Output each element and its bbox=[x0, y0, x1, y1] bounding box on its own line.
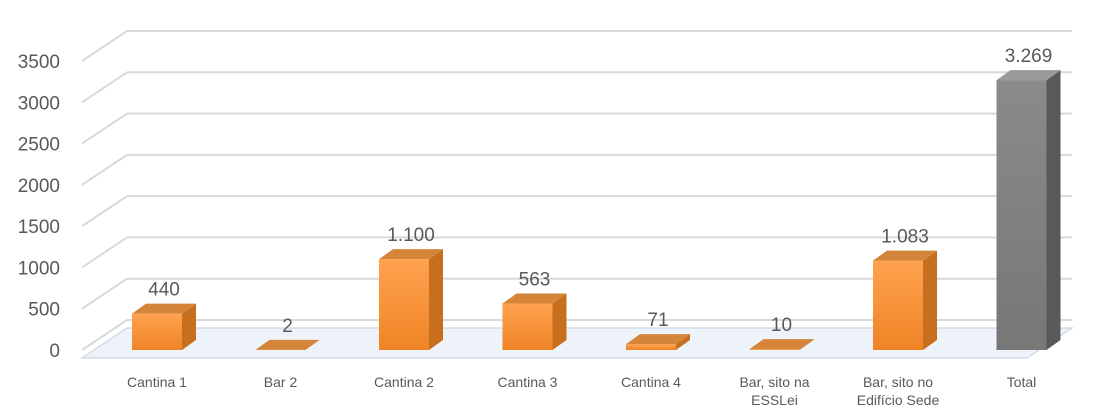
y-tick-label: 1000 bbox=[18, 258, 60, 279]
x-category-label: Bar, sito na ESSLei bbox=[739, 374, 809, 408]
bar-top bbox=[379, 249, 443, 260]
x-category-label: Cantina 4 bbox=[621, 374, 681, 390]
bar-top bbox=[873, 250, 937, 261]
data-label: 10 bbox=[771, 315, 792, 336]
gridline-wall bbox=[81, 112, 128, 145]
bar-side bbox=[1046, 70, 1061, 350]
bar-side bbox=[305, 339, 320, 350]
bar-side bbox=[429, 249, 443, 350]
gridline-wall bbox=[81, 195, 128, 227]
bar-side bbox=[552, 293, 567, 350]
data-label: 2 bbox=[282, 316, 293, 337]
floor-plane bbox=[80, 327, 1074, 359]
x-category-label: Cantina 2 bbox=[374, 374, 434, 390]
bar-front bbox=[626, 344, 676, 350]
x-category-label: Cantina 3 bbox=[498, 374, 558, 390]
bar-top bbox=[132, 303, 196, 314]
bar-side bbox=[676, 334, 690, 350]
gridline-wall bbox=[81, 71, 128, 104]
gridline-wall bbox=[81, 154, 128, 186]
x-axis-categories: Cantina 1 Bar 2 Cantina 2 Cantina 3 Cantina … bbox=[127, 374, 1036, 408]
gridline-wall bbox=[81, 277, 128, 310]
bar bbox=[379, 249, 443, 350]
y-tick-label: 500 bbox=[28, 300, 60, 321]
bar-side bbox=[799, 339, 814, 350]
data-label: 71 bbox=[647, 310, 668, 331]
y-tick-label: 3500 bbox=[18, 52, 60, 73]
bar bbox=[626, 334, 690, 350]
bar bbox=[873, 250, 937, 350]
bar bbox=[255, 339, 320, 350]
bar-top bbox=[502, 293, 567, 304]
x-category-label: Total bbox=[1007, 374, 1037, 390]
x-category-label: Bar 2 bbox=[264, 374, 298, 390]
y-tick-label: 1500 bbox=[18, 217, 60, 238]
bar-front bbox=[502, 303, 553, 350]
y-tick-label: 3000 bbox=[18, 93, 60, 114]
y-tick-label: 2500 bbox=[18, 135, 60, 156]
bars bbox=[132, 70, 1061, 350]
bar-top bbox=[996, 70, 1061, 81]
bar-front bbox=[996, 80, 1047, 350]
bar-side bbox=[923, 250, 937, 350]
bar-front bbox=[379, 259, 429, 350]
data-label: 440 bbox=[148, 280, 180, 301]
bar-top bbox=[626, 334, 690, 345]
gridline-wall bbox=[81, 319, 128, 351]
y-axis-ticks: 0 500 1000 1500 2000 2500 3000 3500 bbox=[18, 52, 60, 362]
data-labels: 440 2 1.100 563 71 10 1.083 3.269 bbox=[148, 46, 1052, 337]
data-label: 1.100 bbox=[387, 225, 435, 246]
data-label: 563 bbox=[519, 270, 551, 291]
gridline-wall bbox=[81, 236, 128, 269]
bar bbox=[502, 293, 567, 350]
gridline-wall bbox=[81, 30, 128, 62]
bar bbox=[749, 339, 814, 350]
x-category-label: Cantina 1 bbox=[127, 374, 187, 390]
bar-front bbox=[873, 260, 923, 350]
y-tick-label: 2000 bbox=[18, 176, 60, 197]
bar bbox=[132, 303, 196, 350]
bar-top bbox=[749, 339, 814, 350]
x-category-label: Bar, sito no Edifício Sede bbox=[857, 374, 940, 408]
bar-top bbox=[255, 339, 320, 350]
chart-floor bbox=[80, 327, 1074, 359]
bar-front bbox=[132, 313, 182, 350]
data-label: 1.083 bbox=[881, 227, 929, 248]
bar-side bbox=[182, 303, 196, 350]
bar bbox=[996, 70, 1061, 350]
bar-front bbox=[749, 349, 800, 350]
data-label: 3.269 bbox=[1005, 46, 1053, 67]
y-tick-label: 0 bbox=[49, 341, 60, 362]
